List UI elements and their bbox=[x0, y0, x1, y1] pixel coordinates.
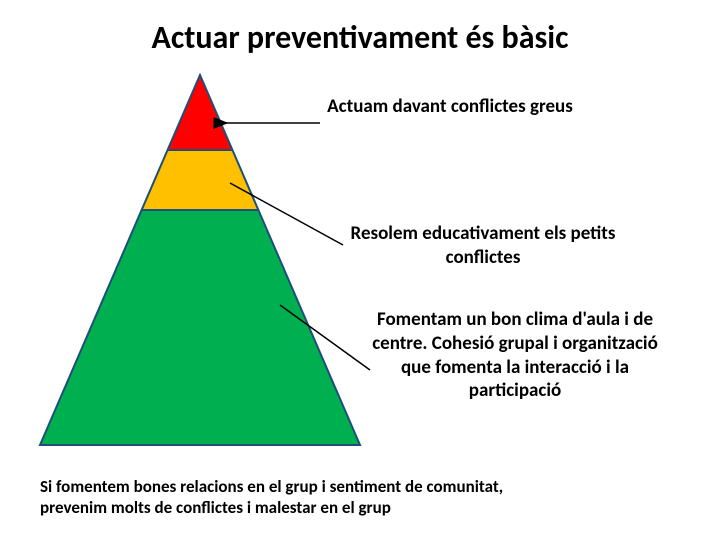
footer-text: Si fomentem bones relacions en el grup i… bbox=[40, 476, 503, 519]
pyramid-diagram bbox=[0, 0, 720, 540]
label-middle: Resolem educativament els petits conflic… bbox=[343, 222, 623, 270]
pyramid-layer-top bbox=[168, 75, 233, 150]
label-bottom: Fomentam un bon clima d'aula i de centre… bbox=[370, 308, 660, 403]
footer-line-2: prevenim molts de conflictes i malestar … bbox=[40, 497, 503, 518]
footer-line-1: Si fomentem bones relacions en el grup i… bbox=[40, 476, 503, 497]
label-top: Actuam davant conflictes greus bbox=[320, 95, 580, 119]
pyramid-layer-middle bbox=[142, 150, 259, 210]
